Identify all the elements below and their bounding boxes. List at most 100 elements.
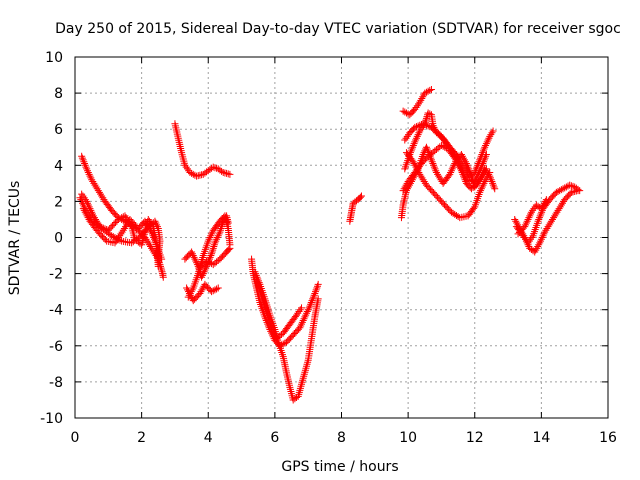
data-point <box>471 167 479 175</box>
data-point <box>150 235 158 243</box>
data-point <box>144 239 152 247</box>
data-point <box>424 87 432 95</box>
data-point <box>472 181 480 189</box>
data-point <box>252 270 260 278</box>
data-point <box>84 201 92 209</box>
data-point <box>198 273 206 281</box>
data-point <box>409 158 417 166</box>
data-point <box>544 223 552 231</box>
data-point <box>183 165 191 173</box>
data-point <box>94 219 102 227</box>
data-point <box>419 176 427 184</box>
data-point <box>411 123 419 131</box>
x-tick-label: 4 <box>204 430 213 446</box>
data-point <box>522 219 530 227</box>
data-point <box>533 244 541 252</box>
data-point <box>415 100 423 108</box>
x-tick-label: 12 <box>466 430 484 446</box>
data-point <box>251 268 259 276</box>
data-point <box>407 147 415 155</box>
data-point <box>79 205 87 213</box>
data-point <box>474 161 482 169</box>
data-point <box>412 136 420 144</box>
data-point <box>313 284 321 292</box>
data-point <box>210 243 218 251</box>
data-point <box>188 169 196 177</box>
data-point <box>489 127 497 135</box>
data-point <box>472 176 480 184</box>
data-point <box>89 178 97 186</box>
y-tick-label: -6 <box>49 339 63 355</box>
data-point <box>417 172 425 180</box>
y-tick-label: 6 <box>54 122 63 138</box>
data-point <box>111 239 119 247</box>
data-point <box>422 121 430 129</box>
data-point <box>198 286 206 294</box>
data-point <box>145 241 153 249</box>
data-points <box>76 85 584 404</box>
data-point <box>82 163 90 171</box>
data-point <box>214 284 222 292</box>
data-point <box>143 237 151 245</box>
data-point <box>472 165 480 173</box>
data-point <box>303 308 311 316</box>
data-point <box>122 223 130 231</box>
data-point <box>401 136 409 144</box>
data-point <box>526 212 534 220</box>
data-point <box>306 302 314 310</box>
data-point <box>209 244 217 252</box>
y-tick-label: -2 <box>49 267 63 283</box>
data-point <box>532 246 540 254</box>
data-point <box>90 179 98 187</box>
data-point <box>414 122 422 130</box>
data-point <box>536 212 544 220</box>
data-point <box>401 183 409 191</box>
data-point <box>81 159 89 167</box>
data-point <box>296 306 304 314</box>
data-point <box>427 85 435 93</box>
data-point <box>314 295 322 303</box>
data-point <box>147 226 155 234</box>
data-point <box>78 152 86 160</box>
data-point <box>218 223 226 231</box>
data-point <box>226 170 234 178</box>
data-point <box>412 134 420 142</box>
data-point <box>211 164 219 172</box>
data-point <box>303 309 311 317</box>
data-point <box>559 185 567 193</box>
data-point <box>536 239 544 247</box>
data-point <box>529 206 537 214</box>
data-point <box>151 237 159 245</box>
x-tick-label: 10 <box>399 430 417 446</box>
data-point <box>124 219 132 227</box>
data-point <box>207 252 215 260</box>
data-point <box>491 185 499 193</box>
data-point <box>302 311 310 319</box>
data-point <box>486 132 494 140</box>
data-point <box>97 190 105 198</box>
data-point <box>403 132 411 140</box>
data-point <box>305 304 313 312</box>
data-point <box>411 138 419 146</box>
data-point <box>477 187 485 195</box>
data-point <box>307 300 315 308</box>
data-point <box>482 140 490 148</box>
data-point <box>80 194 88 202</box>
data-point <box>472 174 480 182</box>
data-point <box>294 309 302 317</box>
data-point <box>111 219 119 227</box>
data-point <box>410 140 418 148</box>
data-point <box>419 93 427 101</box>
data-point <box>474 159 482 167</box>
data-point <box>511 215 519 223</box>
data-point <box>490 183 498 191</box>
data-point <box>120 224 128 232</box>
data-point <box>483 138 491 146</box>
y-tick-label: 4 <box>54 158 63 174</box>
data-point <box>203 257 211 265</box>
data-point <box>414 167 422 175</box>
data-point <box>115 234 123 241</box>
data-point <box>293 311 301 319</box>
data-point <box>418 95 426 103</box>
